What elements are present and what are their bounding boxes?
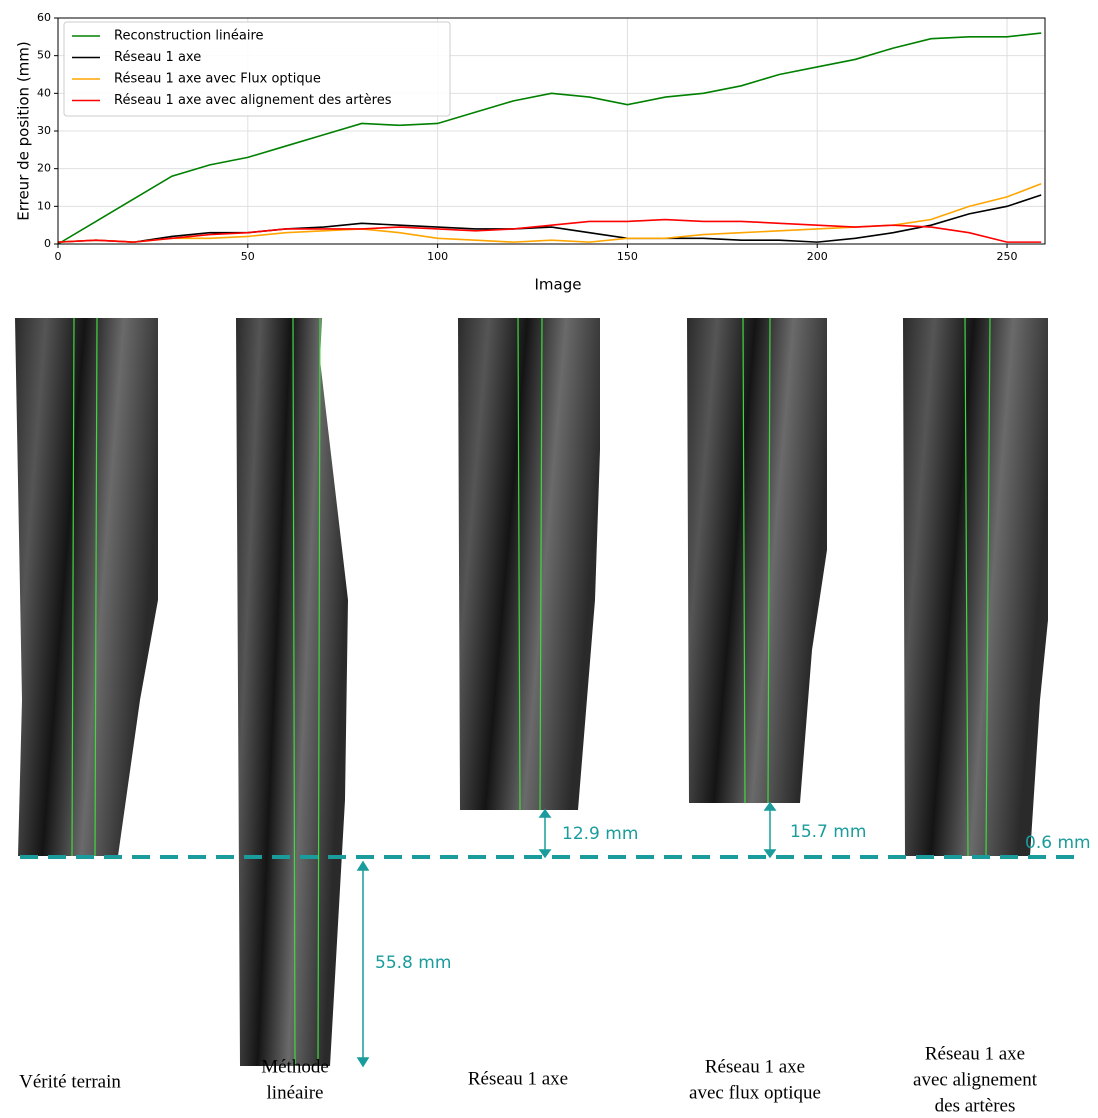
image-strips	[15, 317, 1048, 1067]
strip	[458, 318, 600, 810]
line-series	[57, 218, 1042, 243]
legend-label: Réseau 1 axe avec Flux optique	[114, 72, 321, 87]
vessel-outline	[71, 317, 98, 857]
panel-label: avec alignement	[913, 1069, 1038, 1090]
strip	[687, 318, 827, 803]
panel-label: des artères	[935, 1095, 1016, 1116]
vessel-outline	[517, 317, 543, 811]
annotation: 55.8 mm	[375, 953, 451, 973]
panel-label: avec flux optique	[689, 1082, 821, 1103]
legend-label: Réseau 1 axe avec alignement des artères	[114, 93, 392, 108]
line-series	[57, 194, 1042, 243]
strip	[903, 318, 1048, 856]
line-series	[57, 32, 1042, 245]
panel-label: Vérité terrain	[19, 1071, 121, 1092]
y-tick-label: 40	[37, 86, 51, 99]
y-tick-label: 20	[37, 162, 51, 175]
panel-label: linéaire	[267, 1082, 324, 1103]
legend-label: Reconstruction linéaire	[114, 29, 264, 44]
y-tick-label: 10	[37, 199, 51, 212]
x-tick-label: 200	[807, 250, 828, 263]
vessel-outline	[292, 317, 321, 1067]
legend-label: Réseau 1 axe	[114, 50, 201, 65]
y-tick-label: 60	[37, 11, 51, 24]
strip	[15, 318, 158, 856]
annotation: 12.9 mm	[562, 824, 638, 844]
y-tick-label: 50	[37, 49, 51, 62]
vessel-outline	[964, 317, 991, 857]
y-tick-label: 30	[37, 124, 51, 137]
x-tick-label: 0	[55, 250, 62, 263]
annotation: 0.6 mm	[1025, 833, 1091, 853]
x-tick-label: 250	[997, 250, 1018, 263]
y-axis-label: Erreur de position (mm)	[15, 41, 33, 221]
x-tick-label: 100	[427, 250, 448, 263]
annotation: 15.7 mm	[790, 822, 866, 842]
legend-box	[63, 21, 451, 117]
vessel-outline	[742, 317, 771, 804]
panel-label: Méthode	[261, 1056, 329, 1077]
panel-label: Réseau 1 axe	[705, 1056, 805, 1077]
x-tick-label: 150	[617, 250, 638, 263]
x-tick-label: 50	[241, 250, 255, 263]
arrows	[356, 801, 777, 1068]
strip	[236, 318, 348, 1066]
panel-label: Réseau 1 axe	[468, 1068, 568, 1089]
y-tick-label: 0	[44, 237, 51, 250]
plot-frame	[57, 17, 1046, 245]
x-axis-label: Image	[535, 276, 582, 294]
panel-label: Réseau 1 axe	[925, 1043, 1025, 1064]
